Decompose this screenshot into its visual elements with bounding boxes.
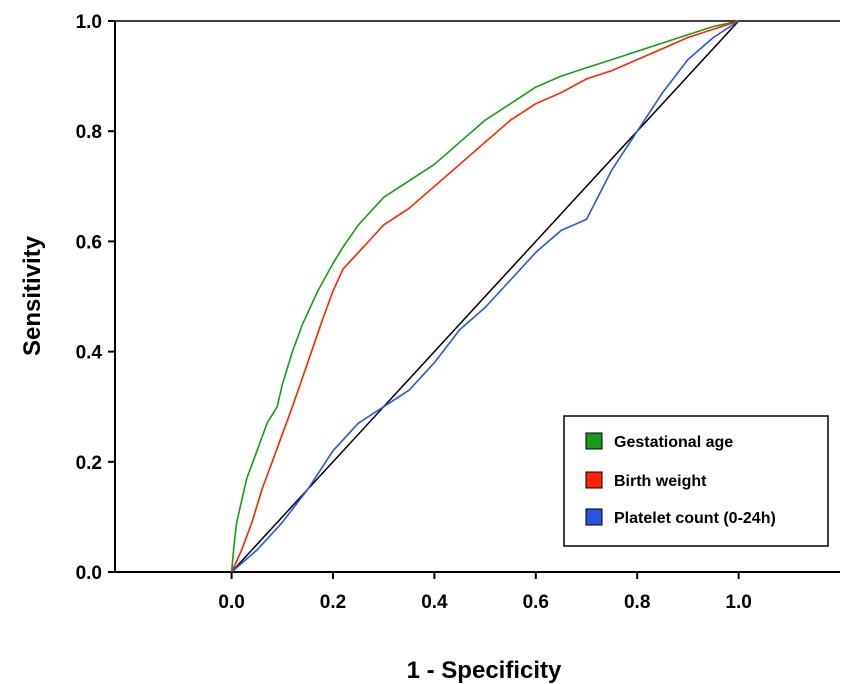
reference-diagonal-line bbox=[231, 20, 740, 573]
x-tick-label: 0.2 bbox=[320, 592, 346, 613]
legend-label-platelet-count: Platelet count (0-24h) bbox=[614, 510, 776, 527]
gestational-age-curve bbox=[230, 20, 739, 573]
legend-label-birth-weight: Birth weight bbox=[614, 473, 707, 490]
birth-weight-curve bbox=[230, 20, 739, 573]
roc-curves bbox=[230, 20, 740, 573]
y-tick-label: 0.0 bbox=[76, 563, 102, 584]
reference-line-group bbox=[231, 20, 740, 573]
y-tick-label: 0.6 bbox=[76, 232, 102, 253]
y-tick-label: 0.8 bbox=[76, 122, 102, 143]
x-tick-label: 0.8 bbox=[624, 592, 650, 613]
axes bbox=[114, 20, 840, 573]
y-axis-title: Sensitivity bbox=[19, 235, 46, 356]
y-ticks: 0.0 0.2 0.4 0.6 0.8 1.0 bbox=[76, 12, 115, 584]
legend-swatch-birth-weight bbox=[585, 471, 603, 489]
x-tick-label: 0.4 bbox=[421, 592, 448, 613]
y-tick-label: 0.4 bbox=[76, 343, 103, 364]
legend: Gestational age Birth weight Platelet co… bbox=[563, 415, 829, 547]
x-tick-label: 0.6 bbox=[523, 592, 549, 613]
x-tick-label: 0.0 bbox=[218, 592, 244, 613]
x-axis-title: 1 - Specificity bbox=[407, 657, 562, 684]
legend-swatch-gestational-age bbox=[585, 432, 603, 450]
x-tick-label: 1.0 bbox=[725, 592, 751, 613]
legend-label-gestational-age: Gestational age bbox=[614, 434, 733, 451]
y-tick-label: 1.0 bbox=[76, 12, 102, 33]
legend-box bbox=[563, 415, 829, 547]
y-tick-label: 0.2 bbox=[76, 453, 102, 474]
platelet-count-curve bbox=[231, 20, 740, 573]
x-ticks: 0.0 0.2 0.4 0.6 0.8 1.0 bbox=[218, 572, 752, 613]
legend-swatch-platelet-count bbox=[585, 508, 603, 526]
